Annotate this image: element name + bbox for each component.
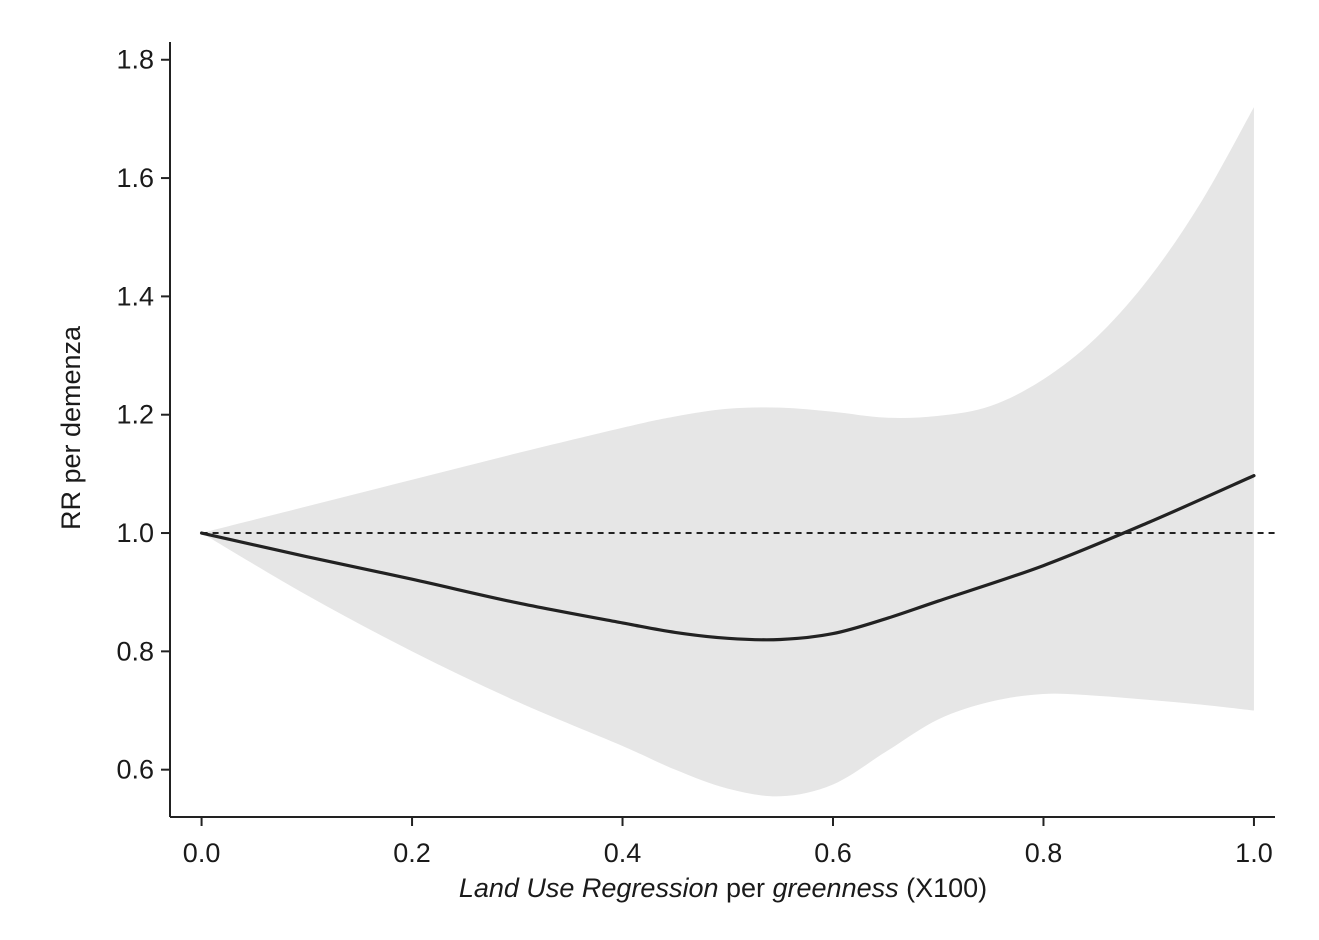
y-tick-label: 1.0 bbox=[116, 518, 154, 548]
plot-area bbox=[199, 107, 1279, 797]
x-tick-label: 0.2 bbox=[393, 838, 431, 868]
x-tick-label: 0.6 bbox=[814, 838, 852, 868]
x-axis-title-part: (X100) bbox=[899, 873, 988, 903]
axes: 0.6 0.8 1.0 1.2 1.4 1.6 1.8 0.0 0.2 0.4 0.6 0.8 1.0 bbox=[116, 42, 1275, 868]
y-tick-label: 0.6 bbox=[116, 755, 154, 785]
y-tick-label: 1.8 bbox=[116, 45, 154, 75]
x-axis-title-part: greenness bbox=[773, 873, 899, 903]
confidence-band bbox=[201, 107, 1254, 797]
estimate-line bbox=[199, 474, 1256, 642]
x-axis-title-part: Land Use Regression bbox=[459, 873, 719, 903]
x-axis-title-part: per bbox=[718, 873, 772, 903]
y-tick-label: 1.4 bbox=[116, 281, 154, 311]
x-tick-label: 0.0 bbox=[183, 838, 221, 868]
x-tick-label: 0.8 bbox=[1025, 838, 1063, 868]
y-axis-title: RR per demenza bbox=[56, 325, 86, 530]
y-tick-label: 0.8 bbox=[116, 636, 154, 666]
x-tick-label: 0.4 bbox=[604, 838, 642, 868]
y-tick-label: 1.6 bbox=[116, 163, 154, 193]
y-tick-label: 1.2 bbox=[116, 400, 154, 430]
x-tick-label: 1.0 bbox=[1235, 838, 1273, 868]
x-axis-title: Land Use Regression per greenness (X100) bbox=[459, 873, 987, 903]
